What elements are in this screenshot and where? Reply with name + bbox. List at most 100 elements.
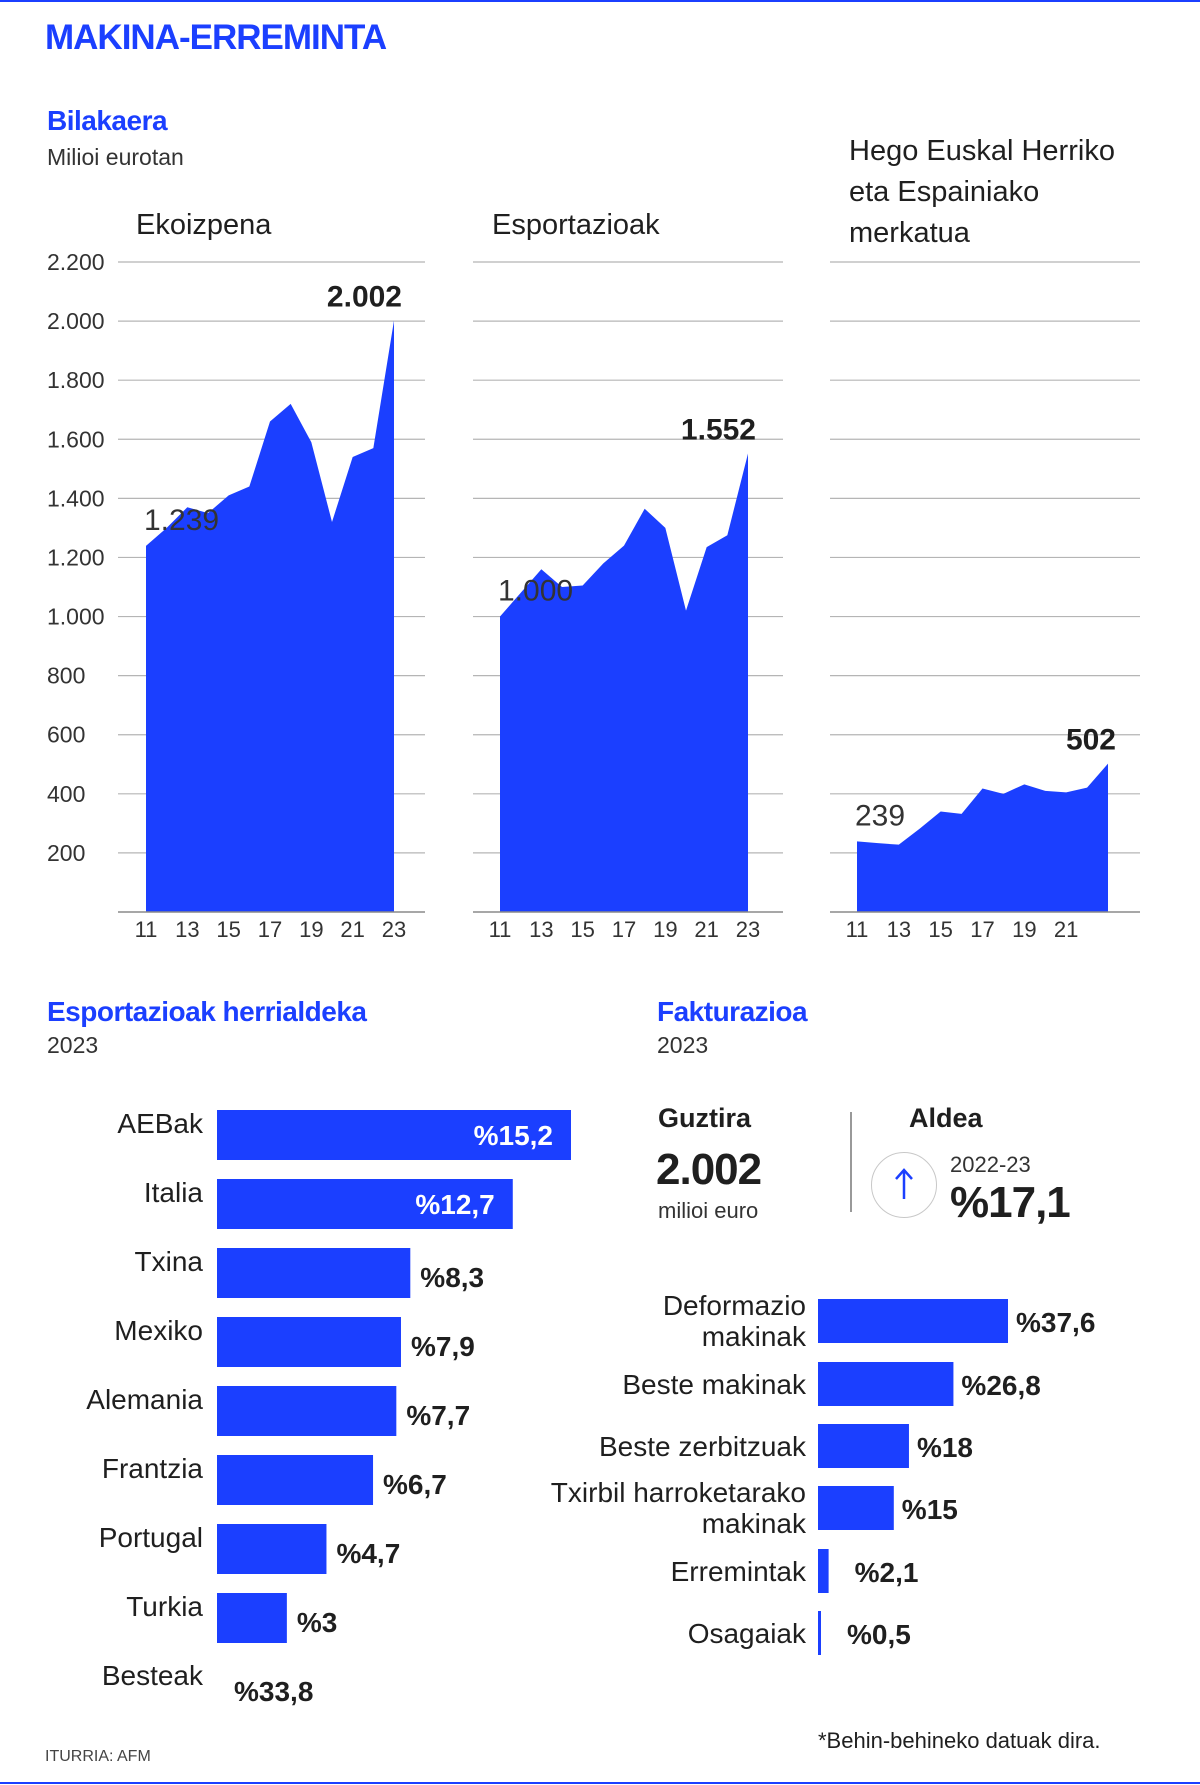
page-title: MAKINA-ERREMINTA: [45, 18, 387, 57]
category-label: Txina: [135, 1246, 204, 1277]
category-label: Italia: [144, 1177, 204, 1208]
panel-title-line: merkatua: [849, 217, 971, 249]
x-tick-label: 19: [653, 917, 677, 942]
category-label: AEBak: [117, 1108, 204, 1139]
exports-heading: Esportazioak herrialdeka: [47, 996, 367, 1027]
bar-value-label: %15,2: [474, 1120, 553, 1151]
bar-value-label: %2,1: [855, 1557, 919, 1588]
area-series-1: [146, 320, 394, 912]
total-value: 2.002: [656, 1145, 762, 1194]
y-tick-label: 1.800: [47, 367, 105, 393]
billing-year: 2023: [657, 1032, 709, 1058]
exports-year: 2023: [47, 1032, 99, 1058]
total-unit: milioi euro: [658, 1198, 759, 1223]
data-label-first: 239: [855, 799, 905, 832]
x-tick-label: 21: [694, 917, 718, 942]
x-tick-label: 11: [135, 917, 158, 942]
x-tick-label: 13: [529, 917, 553, 942]
bar: [818, 1486, 894, 1530]
category-label: Beste zerbitzuak: [599, 1431, 807, 1462]
arrow-up-icon: [871, 1152, 937, 1218]
panel-title-market: Hego Euskal Herriko eta Espainiako merkatu…: [849, 135, 1115, 249]
y-tick-label: 1.600: [47, 426, 105, 452]
x-tick-label: 13: [175, 917, 199, 942]
category-label: Frantzia: [102, 1453, 204, 1484]
data-label-last: 2.002: [327, 281, 402, 314]
bar: [217, 1110, 571, 1160]
data-label-last: 1.552: [681, 413, 756, 446]
x-tick-label: 17: [970, 917, 994, 942]
category-label: Alemania: [86, 1384, 203, 1415]
y-tick-label: 2.200: [47, 249, 105, 275]
bar: [217, 1386, 397, 1436]
bar-value-label: %33,8: [234, 1676, 313, 1707]
source-credit: ITURRIA: AFM: [45, 1748, 151, 1765]
category-label-line: makinak: [702, 1508, 807, 1539]
bottom-rule: [0, 1782, 1200, 1784]
category-label-line: Deformazio: [663, 1290, 806, 1321]
x-tick-label: 17: [612, 917, 636, 942]
y-tick-label: 400: [47, 781, 85, 807]
data-label-first: 1.000: [498, 575, 573, 608]
bar: [818, 1362, 954, 1406]
category-label: Turkia: [126, 1591, 203, 1622]
x-tick-label: 17: [258, 917, 282, 942]
category-label-line: Txirbil harroketarako: [551, 1477, 806, 1508]
category-label: Osagaiak: [688, 1618, 807, 1649]
category-label: Portugal: [99, 1522, 203, 1553]
x-tick-label: 23: [736, 917, 760, 942]
panel-title-exports: Esportazioak: [492, 209, 660, 241]
x-tick-label: 15: [570, 917, 594, 942]
bar-value-label: %18: [917, 1432, 973, 1463]
x-tick-label: 21: [340, 917, 364, 942]
y-tick-label: 200: [47, 840, 85, 866]
bar-value-label: %15: [902, 1494, 958, 1525]
x-tick-label: 19: [299, 917, 323, 942]
x-tick-label: 23: [382, 917, 406, 942]
bar-value-label: %37,6: [1016, 1307, 1095, 1338]
category-label: Erremintak: [671, 1556, 807, 1587]
bar: [217, 1593, 287, 1643]
bar-value-label: %4,7: [336, 1538, 400, 1569]
evolution-heading: Bilakaera: [47, 105, 168, 136]
category-label-line: makinak: [702, 1321, 807, 1352]
bar-value-label: %6,7: [383, 1469, 447, 1500]
bar-value-label: %0,5: [847, 1619, 911, 1650]
bar: [818, 1611, 821, 1655]
panel-title-line: eta Espainiako: [849, 176, 1039, 208]
bar: [217, 1317, 401, 1367]
billing-heading: Fakturazioa: [657, 996, 808, 1027]
bar-value-label: %3: [297, 1607, 337, 1638]
bar: [217, 1179, 513, 1229]
y-tick-label: 1.400: [47, 485, 105, 511]
panel-title-production: Ekoizpena: [136, 209, 272, 241]
y-tick-label: 800: [47, 663, 85, 689]
y-tick-label: 600: [47, 722, 85, 748]
exports-by-country-chart: AEBak %15,2 Italia %12,7 Txina %8,3 Mexiko %7,9…: [86, 1108, 571, 1707]
evolution-unit: Milioi eurotan: [47, 144, 184, 170]
y-tick-label: 1.000: [47, 604, 105, 630]
area-series-2: [500, 453, 748, 912]
panel-title-line: Hego Euskal Herriko: [849, 135, 1115, 167]
bar-value-label: %26,8: [961, 1370, 1040, 1401]
x-tick-label: 19: [1012, 917, 1036, 942]
category-label: Besteak: [102, 1660, 204, 1691]
y-tick-label: 1.200: [47, 544, 105, 570]
category-label: Mexiko: [114, 1315, 203, 1346]
bar: [818, 1424, 909, 1468]
x-tick-label: 11: [846, 917, 869, 942]
provisional-note: *Behin-behineko datuak dira.: [818, 1728, 1101, 1753]
diff-value: %17,1: [950, 1178, 1071, 1227]
x-tick-label: 15: [928, 917, 952, 942]
y-tick-label: 2.000: [47, 308, 105, 334]
total-label: Guztira: [658, 1103, 752, 1133]
diff-period: 2022-23: [950, 1152, 1031, 1177]
top-rule: [0, 0, 1200, 2]
area-series-3: [857, 763, 1108, 912]
bar: [217, 1524, 327, 1574]
category-label: Deformazio makinak: [663, 1290, 807, 1352]
bar-value-label: %7,9: [411, 1331, 475, 1362]
bar: [217, 1455, 374, 1505]
evolution-area-charts: 2.200 2.000 1.800 1.600 1.400 1.200 1.000 800 60…: [47, 135, 1140, 942]
bar: [818, 1299, 1008, 1343]
